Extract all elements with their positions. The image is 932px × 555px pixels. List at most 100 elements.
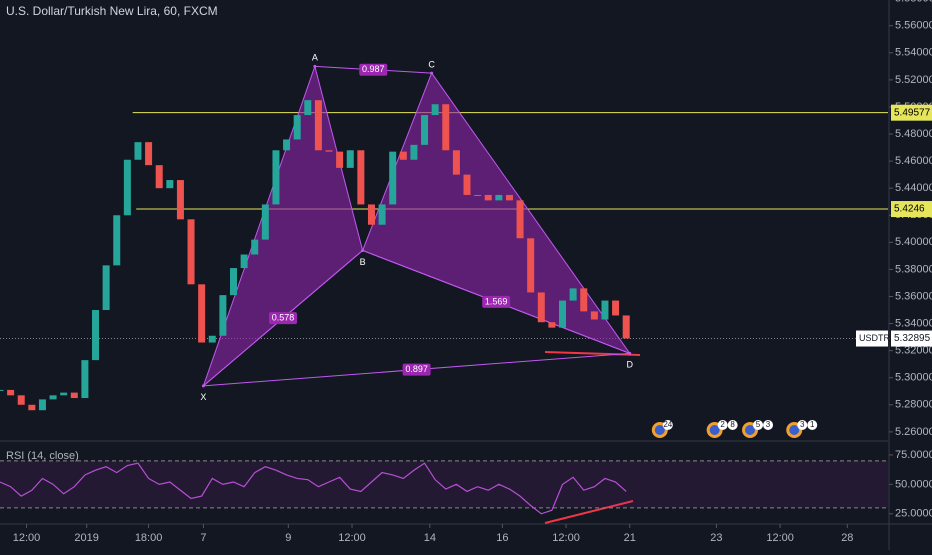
- x-tick-label: 21: [624, 532, 636, 544]
- ratio-box: [269, 312, 298, 325]
- rsi-divergence-line: [544, 500, 634, 524]
- candle: [123, 159, 131, 216]
- candle: [81, 360, 89, 399]
- level-label-box: [891, 104, 932, 121]
- candle: [0, 389, 4, 391]
- x-tick-label: 14: [424, 532, 436, 544]
- candle: [240, 254, 248, 269]
- pattern-point-label: C: [428, 59, 435, 69]
- y-tick-label: 50.0000: [895, 478, 932, 490]
- ratio-box: [359, 63, 388, 76]
- event-flag: [654, 425, 665, 435]
- y-tick-label: 75.0000: [895, 449, 932, 461]
- y-tick-label: 5.52000: [895, 74, 932, 86]
- candle: [336, 151, 344, 168]
- event-count: 24: [663, 420, 672, 429]
- candle: [612, 300, 620, 316]
- event-badge: [797, 420, 808, 430]
- pattern-point-label: X: [200, 392, 206, 402]
- candle: [410, 144, 418, 160]
- candle: [7, 389, 15, 396]
- candle: [590, 311, 598, 320]
- candle: [452, 150, 460, 175]
- candle: [38, 399, 46, 411]
- x-tick-label: 18:00: [135, 532, 163, 544]
- event-flag: [789, 425, 800, 435]
- candle: [399, 151, 407, 160]
- x-tick-label: 12:00: [338, 532, 366, 544]
- candle: [569, 288, 577, 301]
- candle: [548, 322, 556, 328]
- candle: [421, 115, 429, 145]
- candle: [49, 395, 57, 400]
- candle: [580, 288, 588, 312]
- event-badge: [662, 420, 673, 430]
- event-badge: [717, 420, 728, 430]
- candle: [251, 239, 259, 255]
- symbol-label: USDTRY: [859, 333, 896, 343]
- pattern-vertex: [430, 71, 434, 75]
- candle: [176, 180, 184, 220]
- event-count: 3: [766, 420, 771, 429]
- candle: [219, 295, 227, 336]
- candle: [113, 215, 121, 266]
- ratio-label: 0.897: [405, 364, 428, 374]
- ratio-box: [402, 363, 431, 376]
- level-label-box: [891, 201, 932, 218]
- pattern-vertex: [313, 64, 317, 68]
- y-tick-label: 5.38000: [895, 263, 932, 275]
- event-count: 2: [720, 420, 725, 429]
- candle: [92, 310, 100, 361]
- x-tick-label: 28: [841, 532, 853, 544]
- pattern-vertex: [361, 248, 365, 252]
- rsi-band: [0, 460, 888, 508]
- y-tick-label: 5.40000: [895, 236, 932, 248]
- candle: [229, 268, 237, 296]
- event-badge: [763, 420, 774, 430]
- indicator-title: RSI (14, close): [6, 450, 79, 462]
- y-tick-label: 5.34000: [895, 317, 932, 329]
- ratio-label: 0.578: [272, 313, 295, 323]
- candle: [367, 204, 375, 225]
- candle: [155, 165, 163, 189]
- candle: [314, 100, 322, 151]
- rsi-line: [0, 462, 627, 515]
- y-tick-label: 5.26000: [895, 426, 932, 438]
- x-tick-label: 12:00: [13, 532, 41, 544]
- y-tick-label: 5.28000: [895, 399, 932, 411]
- candle: [166, 180, 174, 189]
- pattern-point-label: D: [626, 360, 633, 370]
- symbol-box: [856, 330, 888, 347]
- y-tick-label: 5.30000: [895, 372, 932, 384]
- y-tick-label: 5.48000: [895, 128, 932, 140]
- y-tick-label: 5.32000: [895, 345, 932, 357]
- y-tick-label: 5.56000: [895, 20, 932, 32]
- candle: [601, 300, 609, 320]
- y-tick-label: 5.36000: [895, 290, 932, 302]
- candle: [346, 150, 354, 168]
- candle: [442, 104, 450, 151]
- x-tick-label: 12:00: [552, 532, 580, 544]
- chart-title: U.S. Dollar/Turkish New Lira, 60, FXCM: [6, 4, 218, 18]
- candle: [261, 204, 269, 240]
- candle: [357, 150, 365, 205]
- candle: [304, 100, 312, 116]
- event-count: 8: [730, 420, 735, 429]
- ratio-box: [482, 295, 511, 308]
- candle: [484, 194, 492, 201]
- candle: [537, 292, 545, 323]
- candle: [463, 174, 471, 195]
- event-badge: [807, 420, 818, 430]
- candle: [505, 194, 513, 201]
- pattern-point-label: A: [312, 53, 318, 63]
- event-badge: [727, 420, 738, 430]
- candle: [378, 204, 386, 225]
- last-price-box: [891, 330, 932, 347]
- pattern-vertex: [628, 351, 632, 355]
- candle: [622, 315, 630, 339]
- event-count: 1: [810, 420, 815, 429]
- y-tick-label: 5.58000: [895, 0, 932, 5]
- candle: [293, 115, 301, 140]
- event-flag: [709, 425, 720, 435]
